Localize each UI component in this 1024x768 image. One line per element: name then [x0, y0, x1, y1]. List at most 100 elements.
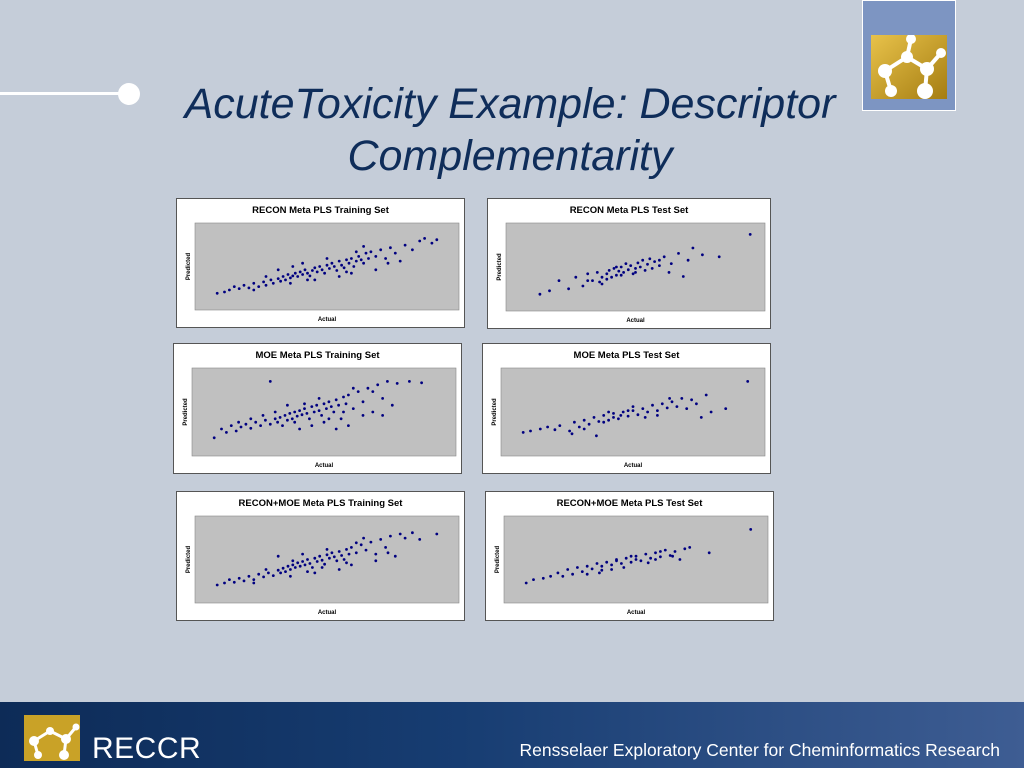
- data-point: [619, 414, 623, 417]
- data-point: [670, 400, 674, 404]
- data-point: [289, 574, 292, 578]
- data-point: [408, 380, 411, 383]
- data-point: [317, 409, 321, 412]
- data-point: [276, 420, 279, 424]
- slide-title: AcuteToxicity Example: Descriptor Comple…: [140, 78, 880, 182]
- data-point: [585, 564, 589, 568]
- data-point: [704, 393, 708, 397]
- data-point: [239, 425, 243, 429]
- data-point: [322, 420, 326, 424]
- data-point: [371, 410, 375, 414]
- x-axis-label: Actual: [315, 463, 334, 469]
- chart-recon-training: RECON Meta PLS Training Set Predicted Actu…: [176, 198, 465, 328]
- data-point: [273, 410, 277, 414]
- x-axis-label: Actual: [627, 610, 646, 616]
- data-point: [361, 414, 365, 417]
- data-point: [347, 424, 350, 427]
- data-point: [273, 417, 277, 421]
- data-point: [335, 559, 339, 563]
- data-point: [293, 566, 297, 569]
- data-point: [607, 269, 611, 272]
- data-point: [264, 418, 267, 422]
- data-point: [580, 570, 584, 573]
- data-point: [269, 278, 273, 282]
- data-point: [573, 420, 576, 424]
- data-point: [701, 253, 704, 257]
- data-point: [650, 267, 654, 270]
- data-point: [347, 261, 351, 265]
- scatter-plot-svg: MOE Meta PLS Test Set Predicted Actual: [492, 350, 766, 469]
- data-point: [600, 568, 604, 572]
- data-point: [634, 554, 638, 558]
- data-point: [591, 279, 594, 282]
- chart-title: RECON+MOE Meta PLS Training Set: [239, 498, 404, 509]
- data-point: [298, 270, 302, 274]
- data-point: [289, 276, 292, 280]
- data-point: [279, 571, 282, 575]
- data-point: [276, 568, 280, 572]
- data-point: [649, 556, 652, 560]
- data-point: [356, 390, 360, 393]
- data-point: [228, 578, 231, 581]
- data-point: [237, 287, 241, 290]
- data-point: [312, 410, 316, 414]
- molecule-logo-icon: [871, 35, 947, 99]
- data-point: [298, 409, 301, 412]
- data-point: [247, 574, 251, 578]
- data-point: [617, 417, 620, 421]
- data-point: [223, 581, 226, 585]
- data-point: [595, 271, 599, 274]
- data-point: [271, 574, 275, 577]
- data-point: [617, 269, 621, 273]
- data-point: [376, 383, 380, 387]
- data-point: [323, 562, 326, 566]
- data-point: [656, 409, 659, 412]
- data-point: [556, 571, 560, 575]
- data-point: [234, 429, 238, 433]
- data-point: [237, 576, 241, 580]
- data-point: [521, 431, 525, 434]
- data-point: [707, 551, 711, 555]
- data-point: [663, 548, 667, 552]
- data-point: [320, 268, 324, 272]
- data-point: [598, 571, 601, 575]
- data-point: [418, 538, 422, 541]
- data-point: [283, 414, 287, 417]
- data-point: [352, 265, 356, 268]
- scatter-plot-svg: RECON+MOE Meta PLS Training Set Predicted…: [186, 498, 460, 616]
- data-point: [374, 268, 378, 272]
- data-point: [351, 407, 355, 410]
- data-point: [379, 538, 383, 541]
- data-point: [237, 420, 240, 424]
- data-point: [303, 563, 307, 567]
- data-point: [667, 271, 671, 274]
- data-point: [313, 266, 317, 270]
- data-point: [610, 563, 613, 567]
- data-point: [660, 402, 664, 406]
- data-point: [688, 546, 692, 549]
- data-point: [636, 261, 640, 265]
- data-point: [381, 414, 384, 417]
- data-point: [631, 409, 635, 412]
- data-point: [366, 386, 370, 390]
- data-point: [598, 280, 601, 284]
- y-axis-label: Predicted: [495, 545, 501, 573]
- data-point: [223, 290, 226, 294]
- data-point: [673, 550, 677, 553]
- data-point: [602, 414, 606, 417]
- data-point: [685, 407, 689, 410]
- data-point: [291, 563, 295, 567]
- data-point: [293, 420, 297, 424]
- data-point: [749, 528, 753, 531]
- data-point: [675, 405, 679, 408]
- data-point: [295, 414, 299, 418]
- data-point: [659, 555, 662, 559]
- data-point: [342, 410, 345, 414]
- data-point: [308, 274, 312, 278]
- data-point: [678, 558, 682, 561]
- data-point: [334, 398, 338, 402]
- data-point: [586, 279, 590, 282]
- data-point: [590, 567, 594, 571]
- data-point: [662, 255, 666, 259]
- data-point: [300, 413, 304, 417]
